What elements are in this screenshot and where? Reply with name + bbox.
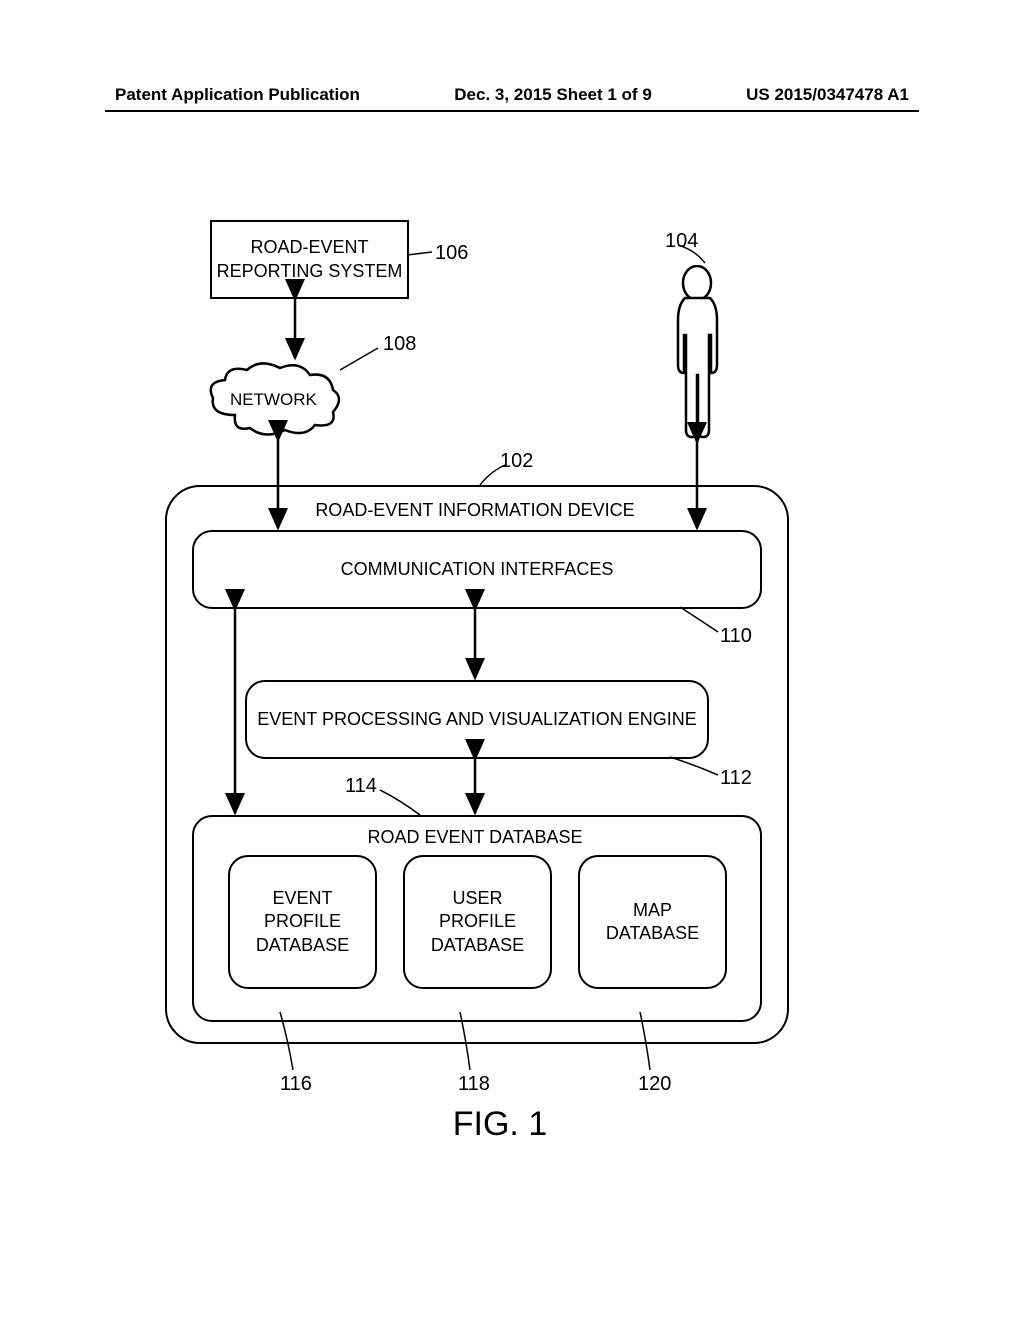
ref-106: 106 <box>435 242 468 265</box>
ref-110: 110 <box>720 625 752 648</box>
road-db-title: ROAD EVENT DATABASE <box>192 827 758 848</box>
header-center: Dec. 3, 2015 Sheet 1 of 9 <box>454 85 652 105</box>
reporting-system-box: ROAD-EVENT REPORTING SYSTEM <box>210 220 409 299</box>
event-profile-db-label: EVENT PROFILE DATABASE <box>256 887 349 957</box>
device-title: ROAD-EVENT INFORMATION DEVICE <box>180 500 770 521</box>
header-right: US 2015/0347478 A1 <box>746 85 909 105</box>
user-profile-db-box: USER PROFILE DATABASE <box>403 855 552 989</box>
page-header: Patent Application Publication Dec. 3, 2… <box>0 85 1024 105</box>
map-db-box: MAP DATABASE <box>578 855 727 989</box>
event-engine-box: EVENT PROCESSING AND VISUALIZATION ENGIN… <box>245 680 709 759</box>
event-engine-label: EVENT PROCESSING AND VISUALIZATION ENGIN… <box>257 708 696 731</box>
comm-interfaces-label: COMMUNICATION INTERFACES <box>341 558 614 581</box>
ref-112: 112 <box>720 767 752 790</box>
map-db-label: MAP DATABASE <box>606 899 699 946</box>
header-divider <box>105 110 919 112</box>
person-icon <box>670 265 725 440</box>
ref-102: 102 <box>500 450 533 473</box>
user-profile-db-label: USER PROFILE DATABASE <box>431 887 524 957</box>
ref-114: 114 <box>345 775 377 798</box>
event-profile-db-box: EVENT PROFILE DATABASE <box>228 855 377 989</box>
header-left: Patent Application Publication <box>115 85 360 105</box>
ref-104: 104 <box>665 230 698 253</box>
ref-108: 108 <box>383 333 416 356</box>
ref-116: 116 <box>280 1073 312 1096</box>
reporting-system-label: ROAD-EVENT REPORTING SYSTEM <box>217 236 403 283</box>
diagram: ROAD-EVENT REPORTING SYSTEM 106 NETWORK … <box>180 200 820 1100</box>
figure-label: FIG. 1 <box>453 1105 547 1144</box>
comm-interfaces-box: COMMUNICATION INTERFACES <box>192 530 762 609</box>
ref-120: 120 <box>638 1073 671 1096</box>
network-label: NETWORK <box>230 390 317 410</box>
ref-118: 118 <box>458 1073 490 1096</box>
